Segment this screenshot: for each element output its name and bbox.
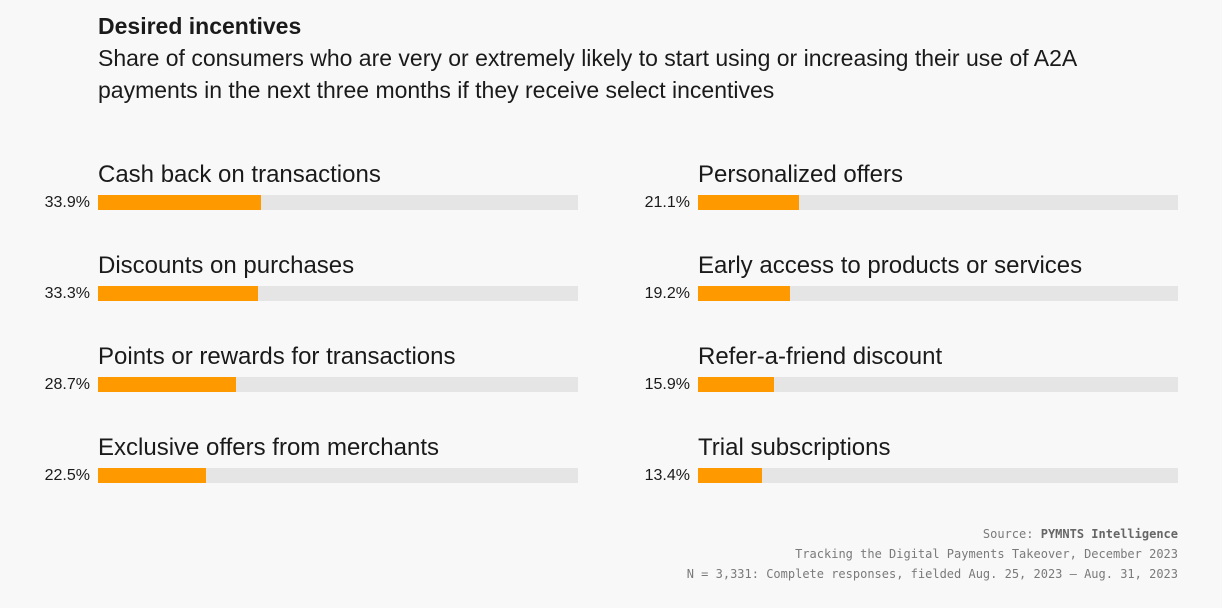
bar-item: Points or rewards for transactions 28.7%: [45, 342, 578, 402]
bar-track: [98, 286, 578, 301]
value-label: 22.5%: [44, 467, 90, 484]
source-label: Source:: [982, 527, 1034, 541]
category-label: Cash back on transactions: [98, 161, 381, 188]
value-label: 33.3%: [44, 285, 90, 302]
category-label: Personalized offers: [698, 161, 904, 188]
bar: [698, 286, 791, 301]
source-org: PYMNTS Intelligence: [1040, 527, 1178, 541]
bar: [98, 377, 236, 392]
source-note: Source: PYMNTS Intelligence Tracking the…: [687, 524, 1178, 584]
bar-item: Personalized offers 21.1%: [645, 160, 1178, 220]
value-label: 33.9%: [44, 194, 90, 211]
bar: [698, 195, 800, 210]
bar-item: Discounts on purchases 33.3%: [45, 251, 578, 311]
value-label: 13.4%: [644, 467, 690, 484]
bar-track: [98, 377, 578, 392]
source-sample: N = 3,331: Complete responses, fielded A…: [686, 567, 1178, 581]
bar: [98, 286, 258, 301]
bar-track: [98, 195, 578, 210]
source-line: Source: PYMNTS Intelligence: [687, 524, 1178, 544]
bar-track: [98, 468, 578, 483]
bar: [698, 468, 763, 483]
bar-track: [698, 195, 1178, 210]
value-label: 19.2%: [644, 285, 690, 302]
category-label: Refer-a-friend discount: [698, 343, 943, 370]
bar-item: Refer-a-friend discount 15.9%: [645, 342, 1178, 402]
chart-title: Desired incentives: [98, 13, 302, 39]
chart-header: Desired incentives Share of consumers wh…: [98, 12, 1178, 106]
bar-track: [698, 286, 1178, 301]
category-label: Points or rewards for transactions: [98, 343, 456, 370]
bar: [98, 195, 261, 210]
value-label: 15.9%: [644, 376, 690, 393]
bar-item: Exclusive offers from merchants 22.5%: [45, 433, 578, 493]
bar: [698, 377, 775, 392]
bar: [98, 468, 206, 483]
category-label: Trial subscriptions: [698, 434, 891, 461]
bar-item: Trial subscriptions 13.4%: [645, 433, 1178, 493]
value-label: 21.1%: [644, 194, 690, 211]
chart-subtitle: Share of consumers who are very or extre…: [98, 45, 1076, 103]
bar-track: [698, 377, 1178, 392]
source-report: Tracking the Digital Payments Takeover, …: [795, 547, 1178, 561]
value-label: 28.7%: [44, 376, 90, 393]
bar-track: [698, 468, 1178, 483]
category-label: Discounts on purchases: [98, 252, 355, 279]
bar-item: Early access to products or services 19.2…: [645, 251, 1178, 311]
category-label: Early access to products or services: [698, 252, 1083, 279]
category-label: Exclusive offers from merchants: [98, 434, 440, 461]
bar-item: Cash back on transactions 33.9%: [45, 160, 578, 220]
